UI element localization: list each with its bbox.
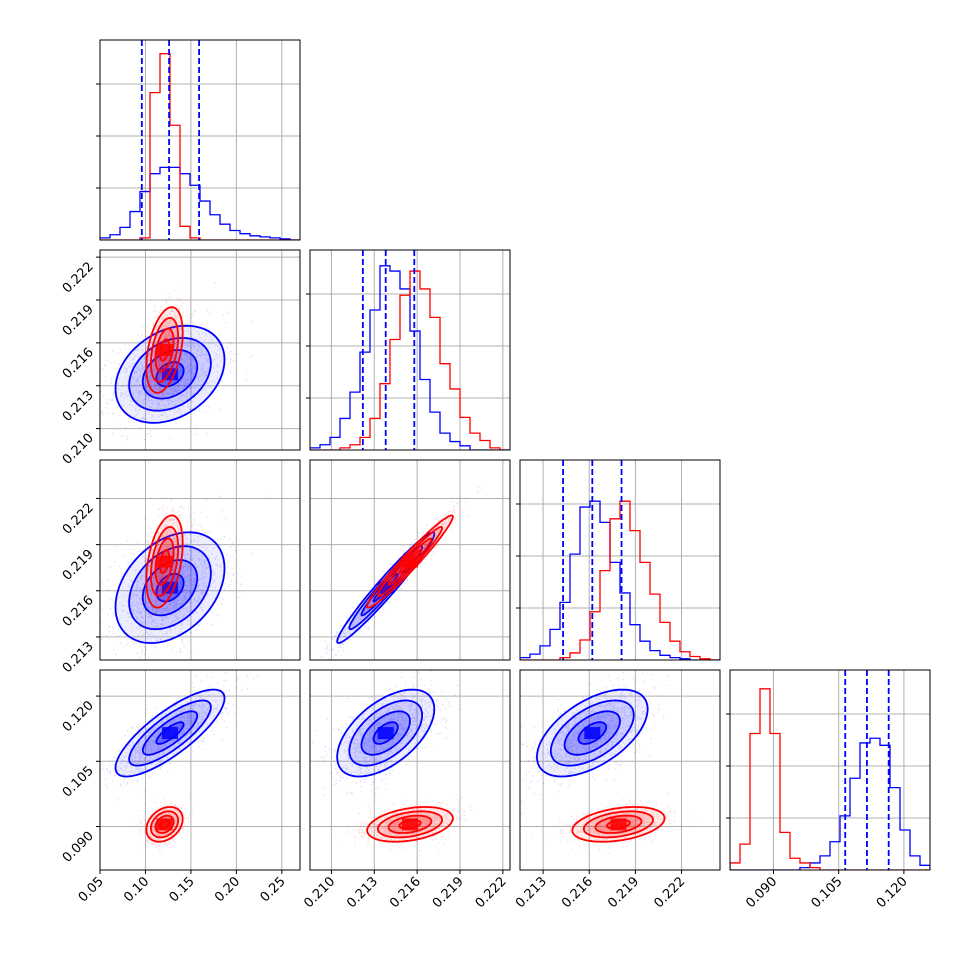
x-tick-label: 0.05 <box>76 874 107 905</box>
histogram-panel-0 <box>96 39 301 241</box>
x-tick-label: 0.219 <box>430 874 467 911</box>
density-core <box>584 727 601 740</box>
x-tick-label: 0.105 <box>809 874 846 911</box>
histogram-series-group <box>100 53 300 240</box>
scatter-panel-0-1: 0.210 0.213 0.216 0.219 0.222 <box>60 249 301 468</box>
panel-frame <box>309 249 511 451</box>
panel-frame <box>309 459 511 661</box>
x-tick-label: 0.222 <box>651 874 688 911</box>
density-core <box>377 727 394 740</box>
histogram-panel-3: 0.090 0.105 0.120 <box>726 669 931 911</box>
x-tick-label: 0.090 <box>743 874 780 911</box>
histogram-step <box>100 53 300 240</box>
y-tick-label: 0.105 <box>60 764 97 801</box>
x-tick-label: 0.120 <box>874 874 911 911</box>
histogram-series-group <box>730 688 930 870</box>
y-tick-label: 0.216 <box>60 345 97 382</box>
x-tick-label: 0.222 <box>473 874 510 911</box>
x-tick-label: 0.210 <box>301 874 338 911</box>
x-tick-label: 0.10 <box>121 874 152 905</box>
y-tick-label: 0.090 <box>60 829 97 866</box>
y-tick-label: 0.222 <box>60 501 97 538</box>
x-tick-label: 0.216 <box>559 874 596 911</box>
y-tick-label: 0.219 <box>60 302 97 339</box>
histogram-step <box>730 688 930 870</box>
histogram-step <box>730 737 930 870</box>
density-group <box>310 670 476 857</box>
y-tick-label: 0.213 <box>60 388 97 425</box>
histogram-panel-1 <box>306 249 511 451</box>
density-core <box>156 818 173 831</box>
panel-frame <box>99 459 301 661</box>
panels-group: 0.090 0.105 0.1200.2100.2130.2160.2190.222… <box>60 39 931 911</box>
y-tick-label: 0.120 <box>60 698 97 735</box>
histogram-step <box>520 500 720 660</box>
scatter-panel-1-3: 0.210 0.213 0.216 0.219 0.222 <box>301 669 511 911</box>
x-tick-label: 0.15 <box>167 874 198 905</box>
density-core <box>610 818 627 831</box>
x-tick-label: 0.213 <box>513 874 550 911</box>
y-tick-label: 0.222 <box>60 259 97 296</box>
histogram-step <box>520 500 720 660</box>
x-tick-label: 0.216 <box>387 874 424 911</box>
panel-frame <box>99 669 301 871</box>
y-tick-label: 0.219 <box>60 547 97 584</box>
density-group <box>520 671 697 855</box>
panel-frame <box>99 249 301 451</box>
panel-frame <box>519 669 721 871</box>
density-group <box>320 485 482 660</box>
scatter-panel-1-2 <box>309 459 511 661</box>
scatter-panel-2-3: 0.213 0.216 0.219 0.222 <box>513 669 721 911</box>
panel-frame <box>729 669 931 871</box>
density-core <box>156 555 173 568</box>
x-tick-label: 0.25 <box>258 874 289 905</box>
density-group <box>100 282 253 441</box>
density-group <box>100 495 270 660</box>
y-tick-label: 0.213 <box>60 639 97 676</box>
density-core <box>402 818 418 831</box>
density-core <box>156 344 173 356</box>
histogram-step <box>100 166 300 240</box>
density-core <box>162 727 178 740</box>
panel-frame <box>309 669 511 871</box>
density-group <box>101 671 260 852</box>
scatter-panel-0-3: 0.090 0.105 0.120 0.05 0.10 0.15 0.20 0.25 <box>60 669 301 905</box>
scatter-panel-0-2: 0.213 0.216 0.219 0.222 <box>60 459 301 676</box>
histogram-series-group <box>310 265 510 450</box>
histogram-step <box>310 265 510 450</box>
density-core <box>402 555 418 568</box>
x-tick-label: 0.20 <box>212 874 243 905</box>
panel-frame <box>519 459 721 661</box>
x-tick-label: 0.219 <box>605 874 642 911</box>
y-tick-label: 0.210 <box>60 431 97 468</box>
panel-frame <box>99 39 301 241</box>
x-tick-label: 0.213 <box>344 874 381 911</box>
histogram-panel-2 <box>516 459 721 661</box>
histogram-series-group <box>520 500 720 660</box>
y-tick-label: 0.216 <box>60 593 97 630</box>
